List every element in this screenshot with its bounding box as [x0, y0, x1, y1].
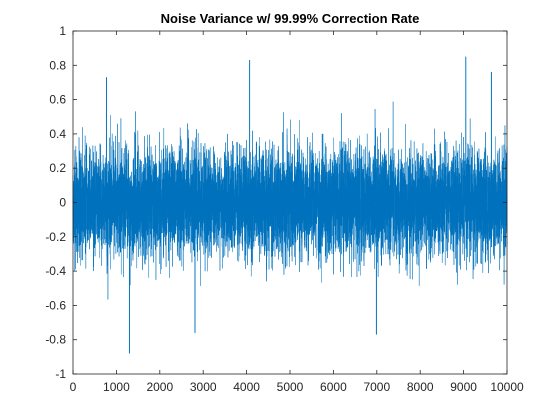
- x-tick-label: 4000: [233, 380, 260, 394]
- y-tick-label: 0.2: [49, 161, 66, 175]
- peak-marks: [105, 56, 492, 354]
- x-tick-label: 2000: [146, 380, 173, 394]
- x-tick-label: 8000: [407, 380, 434, 394]
- noise-series-line: [72, 56, 508, 354]
- y-tick-label: -0.2: [45, 230, 66, 244]
- x-tick-label: 7000: [363, 380, 390, 394]
- y-tick-label: 0.4: [49, 127, 66, 141]
- y-tick-label: 0.6: [49, 93, 66, 107]
- chart-title: Noise Variance w/ 99.99% Correction Rate: [161, 11, 420, 26]
- x-tick-label: 9000: [450, 380, 477, 394]
- y-tick-label: 1: [59, 24, 66, 38]
- y-tick-label: -0.4: [45, 264, 66, 278]
- y-tick-label: -1: [55, 367, 66, 381]
- y-axis: -1 -0.8 -0.6 -0.4 -0.2 0 0.2 0.4 0.6 0.8 1: [45, 24, 507, 381]
- y-tick-label: 0.8: [49, 58, 66, 72]
- y-tick-label: -0.8: [45, 333, 66, 347]
- x-tick-label: 1000: [103, 380, 130, 394]
- y-tick-label: 0: [59, 196, 66, 210]
- x-axis: 0 1000 2000 3000 4000 5000 6000 7000 8000 9000 100…: [70, 31, 524, 394]
- y-tick-label: -0.6: [45, 298, 66, 312]
- x-tick-label: 10000: [490, 380, 524, 394]
- x-tick-label: 0: [70, 380, 77, 394]
- x-tick-label: 5000: [277, 380, 304, 394]
- x-tick-label: 3000: [190, 380, 217, 394]
- x-tick-label: 6000: [320, 380, 347, 394]
